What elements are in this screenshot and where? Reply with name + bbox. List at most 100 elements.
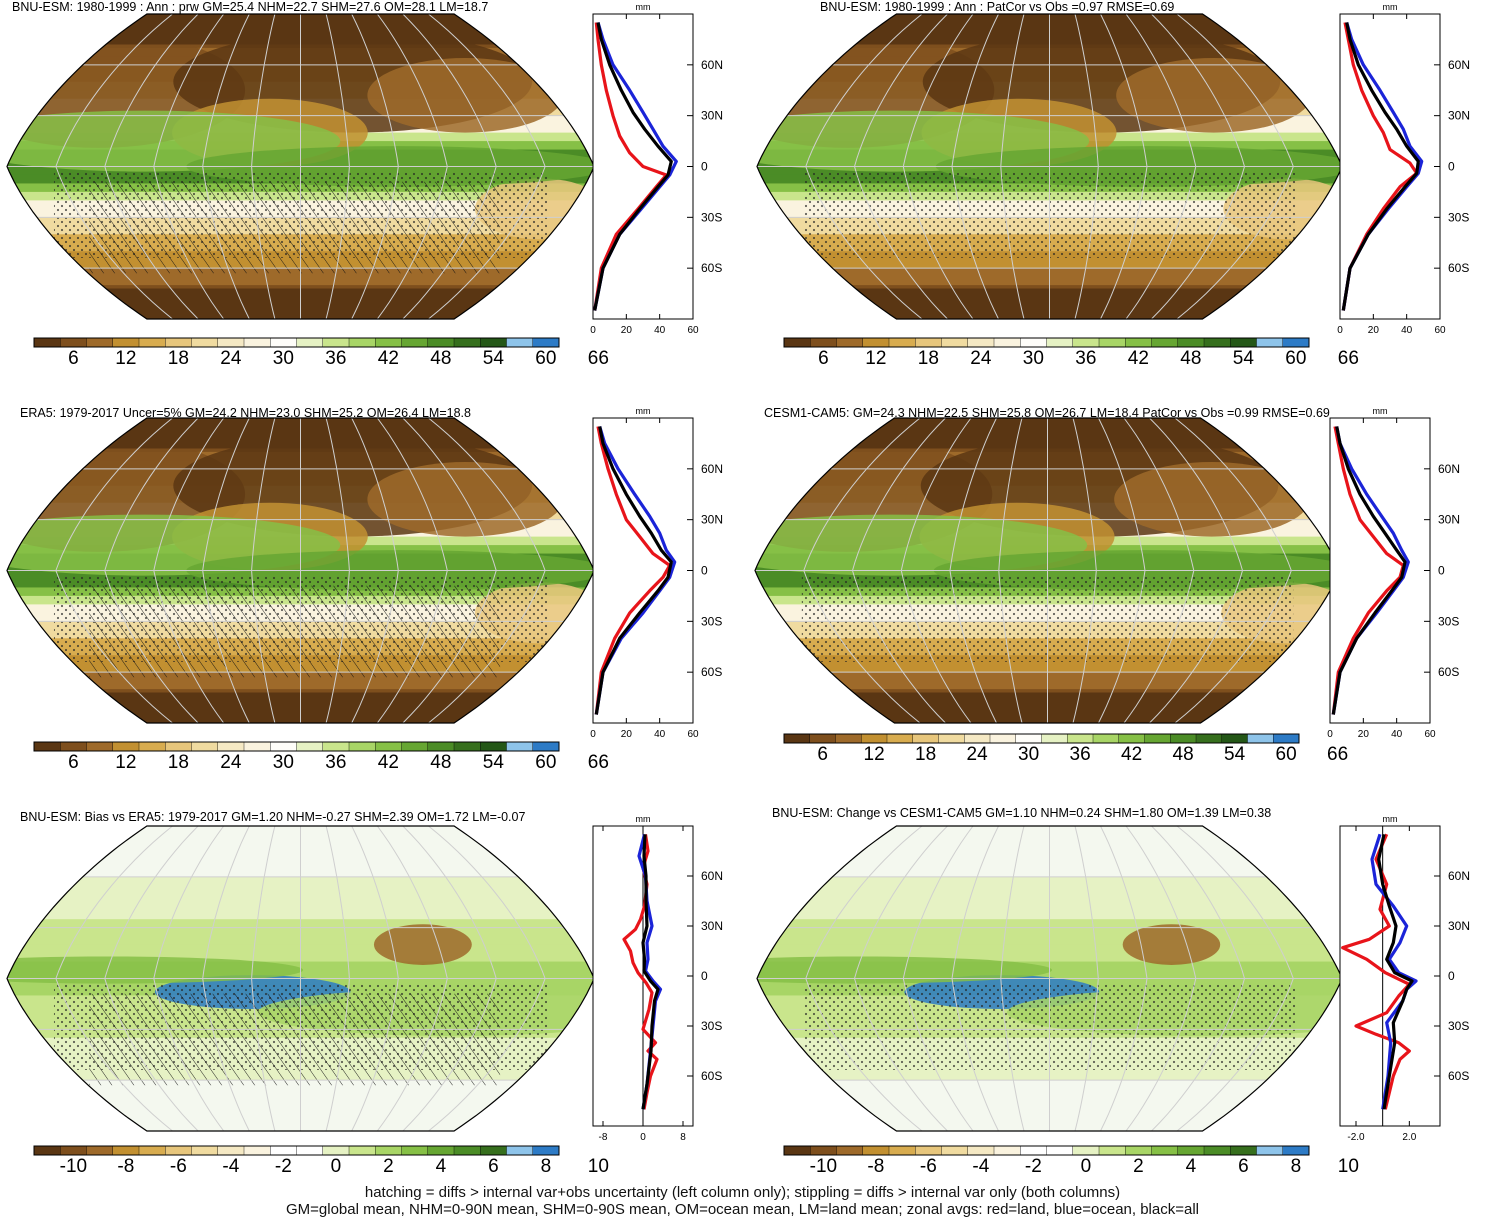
map-field xyxy=(757,14,1342,319)
zonal-unit-label: mm xyxy=(1373,406,1388,416)
zonal-lat-label: 30S xyxy=(701,210,722,224)
colorbar-label: 60 xyxy=(535,752,556,773)
zonal-x-label: 8 xyxy=(680,1132,686,1143)
colorbar-label: 6 xyxy=(68,752,79,773)
colorbar-label: 66 xyxy=(1338,348,1359,369)
colorbar-label: 2 xyxy=(383,1156,394,1177)
colorbar-label: 12 xyxy=(864,744,885,765)
colorbar-label: 42 xyxy=(1121,744,1142,765)
zonal-lat-label: 30N xyxy=(1448,109,1470,123)
colorbar-label: 48 xyxy=(430,752,451,773)
colorbar-label: 10 xyxy=(1338,1156,1359,1177)
graticule xyxy=(7,418,594,723)
zonal-lat-label: 60S xyxy=(701,261,722,275)
zonal-lat-label: 30N xyxy=(701,513,723,527)
colorbar-label: 24 xyxy=(220,348,242,369)
colorbar-label: 60 xyxy=(1276,744,1297,765)
zonal-line-black xyxy=(641,834,660,1110)
map-panel-6 xyxy=(756,825,1343,1132)
footer-legend-line-1: hatching = diffs > internal var+obs unce… xyxy=(364,1184,1121,1201)
zonal-line-red xyxy=(593,22,668,311)
colorbar-4: 6 12 18 24 30 36 42 48 54 60 66 xyxy=(783,733,1348,765)
colorbar-1: 6 12 18 24 30 36 42 48 54 60 66 xyxy=(33,337,609,369)
colorbar-label: 54 xyxy=(1224,744,1246,765)
zonal-line-red xyxy=(1341,833,1411,1110)
map-outline xyxy=(6,13,595,320)
colorbar-label: 8 xyxy=(541,1156,552,1177)
colorbar-label: -6 xyxy=(920,1156,937,1177)
zonal-lat-label: 60N xyxy=(1438,462,1460,476)
map-field xyxy=(757,826,1342,1131)
zonal-x-label: 20 xyxy=(621,729,633,740)
colorbar-label: 24 xyxy=(970,348,992,369)
colorbar-label: 48 xyxy=(1173,744,1194,765)
zonal-lat-label: 60N xyxy=(701,869,723,883)
zonal-lat-label: 0 xyxy=(701,160,708,174)
zonal-lat-label: 30S xyxy=(1448,210,1469,224)
colorbar-5: -10 -8 -6 -4 -2 0 2 4 6 8 10 xyxy=(33,1145,609,1177)
zonal-unit-label: mm xyxy=(636,406,651,416)
colorbar-label: 18 xyxy=(918,348,939,369)
colorbar-label: 4 xyxy=(436,1156,447,1177)
zonal-lat-label: 0 xyxy=(1448,969,1455,983)
colorbar-2: 6 12 18 24 30 36 42 48 54 60 66 xyxy=(783,337,1359,369)
map-panel-2 xyxy=(756,13,1343,320)
panel-title-6: BNU-ESM: Change vs CESM1-CAM5 GM=1.10 NH… xyxy=(772,806,1271,820)
zonal-line-red xyxy=(594,426,672,715)
colorbar-label: 12 xyxy=(115,348,136,369)
map-outline xyxy=(6,417,595,724)
zonal-x-label: 2.0 xyxy=(1402,1132,1416,1143)
zonal-x-label: 40 xyxy=(1391,729,1403,740)
colorbar-label: -6 xyxy=(170,1156,187,1177)
zonal-x-label: 40 xyxy=(654,729,666,740)
colorbar-label: 60 xyxy=(535,348,556,369)
zonal-lat-label: 0 xyxy=(1448,160,1455,174)
colorbar-label: 2 xyxy=(1133,1156,1144,1177)
colorbar-label: 48 xyxy=(430,348,451,369)
zonal-lat-label: 60N xyxy=(1448,58,1470,72)
zonal-mean-plot-6: mm 60N 30N 0 30S 60S -2.0 2.0 xyxy=(1339,814,1470,1143)
graticule xyxy=(757,14,1342,319)
zonal-lat-label: 30N xyxy=(1448,919,1470,933)
colorbar-label: 6 xyxy=(488,1156,499,1177)
graticule xyxy=(7,14,594,319)
colorbar-label: 48 xyxy=(1180,348,1201,369)
zonal-lat-label: 30S xyxy=(1438,614,1459,628)
colorbar-label: 8 xyxy=(1291,1156,1302,1177)
zonal-lat-label: 30S xyxy=(1448,1019,1469,1033)
map-panel-4 xyxy=(754,417,1341,724)
zonal-lat-label: 60S xyxy=(1438,665,1459,679)
colorbar-label: 54 xyxy=(483,348,505,369)
map-panel-3 xyxy=(6,417,595,724)
zonal-x-label: 20 xyxy=(1358,729,1370,740)
zonal-x-label: 0 xyxy=(1327,729,1333,740)
zonal-x-label: 0 xyxy=(1337,325,1343,336)
zonal-x-label: 40 xyxy=(1401,325,1413,336)
zonal-line-black xyxy=(1331,426,1407,715)
zonal-lat-label: 60S xyxy=(701,665,722,679)
panel-title-1: BNU-ESM: 1980-1999 : Ann : prw GM=25.4 N… xyxy=(12,0,488,14)
zonal-lat-label: 60S xyxy=(701,1069,722,1083)
footer-legend-line-2: GM=global mean, NHM=0-90N mean, SHM=0-90… xyxy=(285,1201,1199,1218)
colorbar-label: -10 xyxy=(60,1156,87,1177)
zonal-x-label: 20 xyxy=(1368,325,1380,336)
colorbar-label: 10 xyxy=(588,1156,609,1177)
zonal-line-blue xyxy=(1370,833,1418,1110)
colorbar-label: 24 xyxy=(967,744,989,765)
colorbar-label: 4 xyxy=(1186,1156,1197,1177)
colorbar-label: -8 xyxy=(867,1156,884,1177)
colorbar-label: 30 xyxy=(1023,348,1044,369)
zonal-lat-label: 0 xyxy=(1438,564,1445,578)
panel-title-3: ERA5: 1979-2017 Uncer=5% GM=24.2 NHM=23.… xyxy=(20,406,471,420)
colorbar-6: -10 -8 -6 -4 -2 0 2 4 6 8 10 xyxy=(783,1145,1359,1177)
map-panel-1 xyxy=(6,13,595,320)
colorbar-label: 18 xyxy=(168,348,189,369)
map-panel-5 xyxy=(6,825,595,1132)
zonal-lat-label: 60S xyxy=(1448,1069,1469,1083)
colorbar-label: 66 xyxy=(1327,744,1348,765)
map-field xyxy=(7,418,594,723)
colorbar-label: 12 xyxy=(865,348,886,369)
colorbar-label: 12 xyxy=(115,752,136,773)
panel-title-5: BNU-ESM: Bias vs ERA5: 1979-2017 GM=1.20… xyxy=(20,810,525,824)
graticule xyxy=(755,418,1340,723)
